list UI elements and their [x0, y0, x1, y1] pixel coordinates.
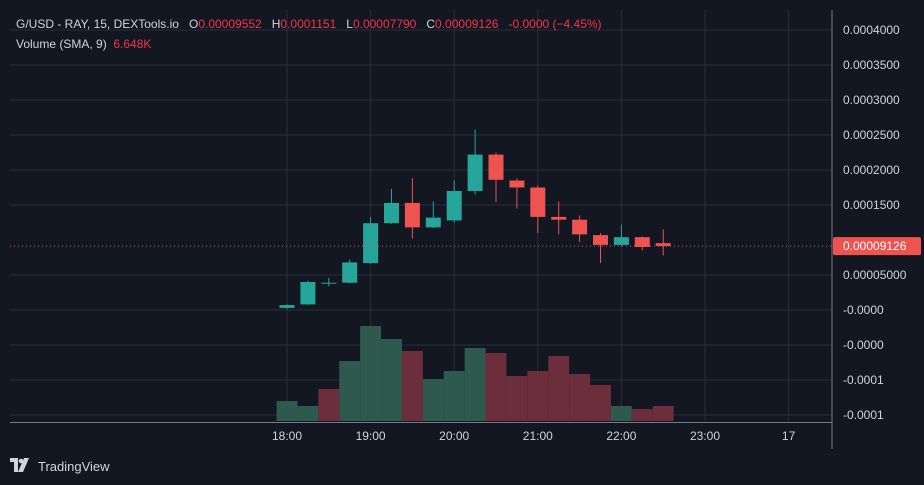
- volume-bar: [276, 401, 298, 421]
- legend-high-value: 0.0001151: [280, 17, 337, 31]
- candle-body[interactable]: [446, 191, 462, 221]
- price-tick-label: 0.0003500: [843, 58, 900, 72]
- price-tick-label: -0.0000: [843, 303, 884, 317]
- time-tick-label: 20:00: [439, 429, 469, 443]
- volume-bar: [381, 339, 402, 421]
- price-tick-label: 0.0002500: [843, 128, 900, 142]
- candle-body[interactable]: [509, 180, 525, 188]
- candle-body[interactable]: [551, 216, 567, 220]
- volume-bar: [527, 371, 549, 421]
- volume-bar: [506, 376, 528, 421]
- tradingview-logo-icon: [10, 458, 32, 475]
- candle-body[interactable]: [593, 235, 608, 245]
- volume-bar: [318, 389, 340, 421]
- volume-bar: [548, 356, 570, 421]
- legend-open-value: 0.00009552: [198, 17, 262, 31]
- price-tick-label: 0.0001500: [843, 198, 900, 212]
- legend-high-label: H: [271, 17, 281, 31]
- price-tick-label: -0.0000: [843, 338, 884, 352]
- tradingview-branding[interactable]: TradingView: [10, 458, 110, 475]
- volume-bar: [401, 351, 423, 421]
- legend-volume-value: 6.648K: [113, 37, 152, 51]
- candle-body[interactable]: [634, 237, 650, 247]
- volume-bars: [276, 326, 674, 421]
- time-tick-label: 18:00: [272, 429, 302, 443]
- legend-ohlc-row: G/USD - RAY, 15, DEXTools.io O0.00009552…: [16, 14, 602, 34]
- candle-body[interactable]: [530, 187, 546, 217]
- candle-body[interactable]: [342, 262, 358, 283]
- legend-low-label: L: [346, 17, 353, 31]
- price-tick-label: -0.0001: [843, 373, 884, 387]
- volume-bar: [464, 348, 486, 421]
- time-tick-label: 17: [782, 429, 796, 443]
- volume-bar: [339, 361, 361, 421]
- volume-bar: [485, 353, 507, 421]
- candles: [279, 129, 671, 310]
- tradingview-label: TradingView: [38, 459, 110, 474]
- time-tick-label: 23:00: [690, 429, 720, 443]
- legend-symbol: G/USD - RAY, 15, DEXTools.io: [16, 17, 179, 31]
- candle-body[interactable]: [655, 243, 671, 247]
- candle-body[interactable]: [404, 202, 420, 228]
- candle-body[interactable]: [572, 219, 588, 235]
- candle-body[interactable]: [384, 202, 399, 224]
- price-tick-label: 0.0002000: [843, 163, 900, 177]
- last-price-badge: [833, 237, 921, 256]
- candle-body[interactable]: [425, 217, 441, 228]
- last-price-label: 0.00009126: [843, 239, 907, 253]
- time-tick-label: 21:00: [523, 429, 553, 443]
- legend-open-label: O: [188, 17, 199, 31]
- legend-volume-row: Volume (SMA, 9) 6.648K: [16, 34, 602, 54]
- legend-volume-label: Volume (SMA, 9): [16, 37, 107, 51]
- candle-body[interactable]: [321, 282, 337, 284]
- volume-bar: [610, 406, 632, 421]
- chart-legend: G/USD - RAY, 15, DEXTools.io O0.00009552…: [16, 14, 602, 54]
- volume-bar: [590, 385, 611, 421]
- price-tick-label: -0.0001: [843, 408, 884, 422]
- volume-bar: [443, 371, 465, 421]
- candle-body[interactable]: [300, 282, 316, 305]
- legend-close-label: C: [426, 17, 436, 31]
- price-tick-label: 0.0004000: [843, 23, 900, 37]
- volume-bar: [422, 379, 444, 421]
- volume-bar: [652, 406, 674, 421]
- legend-close-value: 0.00009126: [435, 17, 499, 31]
- time-tick-label: 19:00: [356, 429, 386, 443]
- legend-change: -0.0000 (−4.45%): [508, 17, 602, 31]
- volume-bar: [297, 406, 319, 421]
- volume-bar: [631, 409, 653, 421]
- volume-bar: [360, 326, 382, 421]
- legend-low-value: 0.00007790: [352, 17, 417, 31]
- price-tick-label: 0.0003000: [843, 93, 900, 107]
- candle-body[interactable]: [363, 223, 379, 264]
- candle-body[interactable]: [488, 154, 504, 180]
- volume-bar: [569, 374, 591, 421]
- candle-body[interactable]: [279, 305, 295, 308]
- candle-body[interactable]: [467, 154, 483, 191]
- time-tick-label: 22:00: [606, 429, 636, 443]
- price-tick-label: 0.00005000: [843, 268, 907, 282]
- axes: 0.0004000 0.0003500 0.0003000 0.0002500 0.00…: [10, 10, 921, 449]
- candle-body[interactable]: [613, 237, 629, 245]
